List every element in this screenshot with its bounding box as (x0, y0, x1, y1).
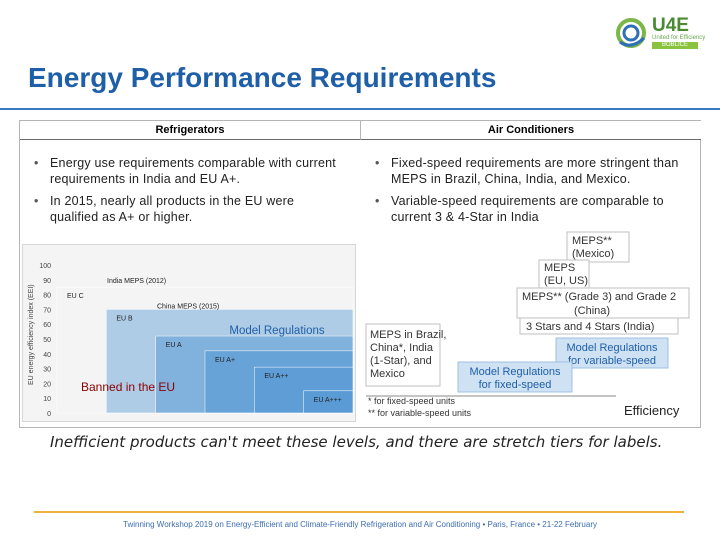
y-tick-label: 10 (43, 396, 51, 403)
eei-step (303, 390, 354, 414)
refrigerator-bullets: Energy use requirements comparable with … (28, 155, 346, 231)
box-text: 3 Stars and 4 Stars (India) (526, 321, 654, 333)
logo-bar: BOBLICE (652, 42, 698, 49)
eei-chart-svg: EU energy efficiency index (EEI) 0 10 20 30… (28, 263, 354, 418)
model-regulations-label: Model Regulations (229, 325, 325, 337)
box-text: MEPS** (572, 235, 612, 247)
u4e-logo (616, 18, 646, 48)
box-meps-brazil (365, 323, 441, 387)
footnote-fixed: * for fixed-speed units (368, 396, 456, 406)
box-meps-eu-us (538, 259, 590, 289)
refrigerator-eei-chart: EU energy efficiency index (EEI) 0 10 20 30… (22, 244, 356, 422)
column-header-refrigerators: Refrigerators (20, 121, 360, 140)
model-variable-speed (555, 337, 669, 369)
y-tick-label: 70 (43, 307, 51, 314)
y-tick-label: 100 (39, 263, 51, 270)
box-text: (1-Star), and (370, 355, 432, 367)
model-text: Model Regulations (469, 366, 561, 378)
box-text: MEPS in Brazil, (370, 329, 446, 341)
box-text: (EU, US) (544, 275, 588, 287)
y-tick-label: 80 (43, 293, 51, 300)
box-text: MEPS (544, 262, 575, 274)
y-tick-label: 60 (43, 322, 51, 329)
box-text: China*, India (370, 342, 434, 354)
y-tick-label: 90 (43, 278, 51, 285)
bullet-item: In 2015, nearly all products in the EU w… (28, 193, 346, 225)
footer-text: Twinning Workshop 2019 on Energy-Efficie… (123, 520, 597, 529)
ac-efficiency-diagram: MEPS** (Mexico) MEPS (EU, US) MEPS** (Gr… (365, 231, 690, 418)
step-label: EU A++ (264, 373, 288, 380)
footnote-variable: ** for variable-speed units (368, 408, 472, 418)
y-tick-label: 50 (43, 337, 51, 344)
step-label: India MEPS (2012) (107, 278, 166, 285)
model-text: for fixed-speed (479, 379, 552, 391)
model-fixed-speed (457, 361, 573, 393)
box-text: (China) (574, 305, 610, 317)
step-label: EU B (116, 315, 133, 322)
efficiency-axis-label: Efficiency (624, 403, 680, 418)
column-header-air-conditioners: Air Conditioners (360, 121, 701, 140)
bullet-item: Variable-speed requirements are comparab… (369, 193, 691, 225)
box-text: MEPS** (Grade 3) and Grade 2 (522, 291, 676, 303)
logo-tagline: United for Efficiency (652, 35, 706, 41)
model-text: for variable-speed (568, 355, 656, 367)
step-label: EU C (67, 293, 84, 300)
y-axis-label: EU energy efficiency index (EEI) (28, 284, 35, 385)
tagline: Inefficient products can't meet these le… (50, 433, 663, 451)
y-tick-label: 20 (43, 381, 51, 388)
logo-name: U4E (652, 15, 689, 36)
bullet-item: Energy use requirements comparable with … (28, 155, 346, 187)
y-tick-label: 40 (43, 352, 51, 359)
bullet-item: Fixed-speed requirements are more string… (369, 155, 691, 187)
title-divider (0, 108, 720, 110)
step-label: EU A+++ (314, 397, 342, 404)
footer-divider (34, 511, 684, 513)
ac-bullets: Fixed-speed requirements are more string… (369, 155, 691, 231)
banned-label: Banned in the EU (81, 380, 175, 394)
box-india-stars (519, 317, 679, 335)
box-text: Mexico (370, 368, 405, 380)
step-label: EU A+ (215, 357, 235, 364)
page-title: Energy Performance Requirements (28, 62, 497, 93)
model-text: Model Regulations (566, 342, 658, 354)
content-panel (19, 120, 701, 428)
box-meps-china (516, 287, 690, 319)
box-text: (Mexico) (572, 248, 614, 260)
y-tick-label: 30 (43, 367, 51, 374)
box-meps-mexico (566, 231, 630, 263)
step-label: EU A (166, 342, 182, 349)
y-tick-label: 0 (47, 411, 51, 418)
step-label: China MEPS (2015) (157, 303, 219, 310)
